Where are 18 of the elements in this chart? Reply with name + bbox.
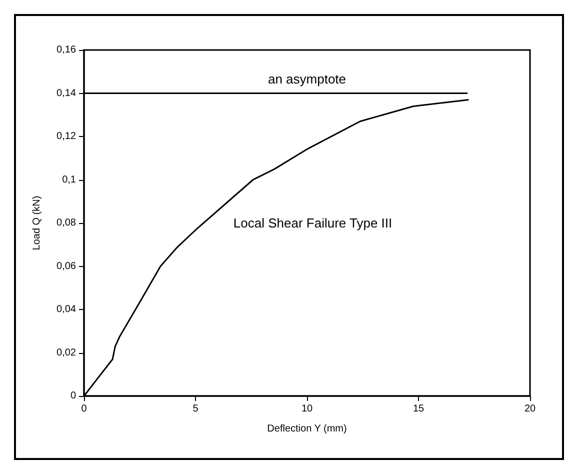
x-tick-label: 10 (301, 404, 313, 414)
x-tick-label: 5 (192, 404, 199, 414)
x-tick-label: 20 (524, 404, 536, 414)
annotation: an asymptote (268, 71, 346, 86)
y-tick-label: 0,04 (56, 304, 76, 315)
y-tick-label: 0,1 (62, 174, 76, 186)
y-tick-label: 0,12 (56, 131, 76, 142)
x-tick-label: 0 (81, 404, 88, 414)
y-tick-label: 0,06 (56, 260, 76, 272)
y-tick-label: 0,02 (56, 347, 76, 358)
annotation: Local Shear Failure Type III (233, 216, 392, 230)
text: 0 (70, 390, 76, 402)
y-axis-title: Load Q (kN) (32, 196, 42, 250)
y-tick-label: 0,16 (56, 44, 76, 56)
x-tick-label: 15 (412, 404, 424, 414)
y-tick-label: 0,14 (56, 88, 76, 99)
y-tick-label: 0,08 (56, 218, 76, 228)
x-axis-title: Deflection Y (mm) (267, 424, 347, 434)
